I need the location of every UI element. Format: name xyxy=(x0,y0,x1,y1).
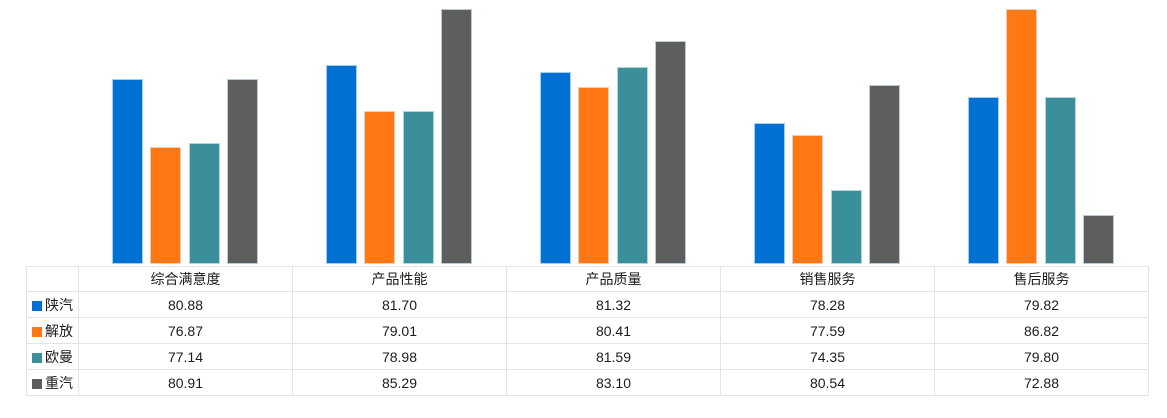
bar xyxy=(1044,97,1076,264)
value-cell: 83.10 xyxy=(506,369,721,396)
bar xyxy=(578,87,610,264)
value-cell: 80.41 xyxy=(506,317,721,344)
data-table: 综合满意度 产品性能 产品质量 销售服务 售后服务 陕汽 80.88 81.70 81.32 78… xyxy=(26,266,1149,396)
legend-marker-icon xyxy=(32,352,42,363)
series-name: 解放 xyxy=(45,322,73,339)
value-cell: 81.32 xyxy=(506,291,721,318)
series-name: 重汽 xyxy=(45,374,73,391)
bar xyxy=(539,71,571,264)
bar xyxy=(869,84,901,264)
value-cell: 80.91 xyxy=(78,369,293,396)
value-cell: 80.88 xyxy=(78,291,293,318)
corner-cell xyxy=(26,266,79,292)
legend-item: 陕汽 xyxy=(26,291,79,318)
value-cell: 80.54 xyxy=(720,369,935,396)
legend-marker-icon xyxy=(32,326,42,337)
category-header: 售后服务 xyxy=(934,266,1149,292)
bar xyxy=(967,97,999,264)
value-cell: 72.88 xyxy=(934,369,1149,396)
legend-item: 解放 xyxy=(26,317,79,344)
value-cell: 78.28 xyxy=(720,291,935,318)
value-cell: 78.98 xyxy=(292,343,507,370)
value-cell: 74.35 xyxy=(720,343,935,370)
table-header-row: 综合满意度 产品性能 产品质量 销售服务 售后服务 xyxy=(26,266,1149,292)
bar xyxy=(655,41,687,264)
value-cell: 86.82 xyxy=(934,317,1149,344)
bar xyxy=(753,123,785,264)
bar xyxy=(364,110,396,264)
value-cell: 79.01 xyxy=(292,317,507,344)
bar xyxy=(111,79,143,264)
bar xyxy=(1083,215,1115,264)
category-header: 产品性能 xyxy=(292,266,507,292)
value-cell: 79.80 xyxy=(934,343,1149,370)
bar xyxy=(402,111,434,264)
category-header: 综合满意度 xyxy=(78,266,293,292)
bar xyxy=(1006,9,1038,264)
value-cell: 79.82 xyxy=(934,291,1149,318)
category-header: 销售服务 xyxy=(720,266,935,292)
series-name: 欧曼 xyxy=(45,348,73,365)
legend-marker-icon xyxy=(32,378,42,389)
value-cell: 85.29 xyxy=(292,369,507,396)
bar xyxy=(792,135,824,264)
series-name: 陕汽 xyxy=(45,296,73,313)
table-row: 重汽 80.91 85.29 83.10 80.54 72.88 xyxy=(26,369,1149,396)
legend-item: 重汽 xyxy=(26,369,79,396)
bar xyxy=(325,65,357,264)
category-header: 产品质量 xyxy=(506,266,721,292)
bar xyxy=(441,9,473,264)
value-cell: 81.59 xyxy=(506,343,721,370)
table-row: 欧曼 77.14 78.98 81.59 74.35 79.80 xyxy=(26,343,1149,370)
bar xyxy=(188,142,220,264)
bar xyxy=(616,67,648,264)
value-cell: 76.87 xyxy=(78,317,293,344)
legend-marker-icon xyxy=(32,300,42,311)
value-cell: 77.59 xyxy=(720,317,935,344)
table-row: 陕汽 80.88 81.70 81.32 78.28 79.82 xyxy=(26,291,1149,318)
bar xyxy=(227,78,259,264)
value-cell: 77.14 xyxy=(78,343,293,370)
bar xyxy=(150,147,182,264)
table-row: 解放 76.87 79.01 80.41 77.59 86.82 xyxy=(26,317,1149,344)
plot-area xyxy=(78,9,1148,264)
legend-item: 欧曼 xyxy=(26,343,79,370)
value-cell: 81.70 xyxy=(292,291,507,318)
bar xyxy=(830,190,862,264)
